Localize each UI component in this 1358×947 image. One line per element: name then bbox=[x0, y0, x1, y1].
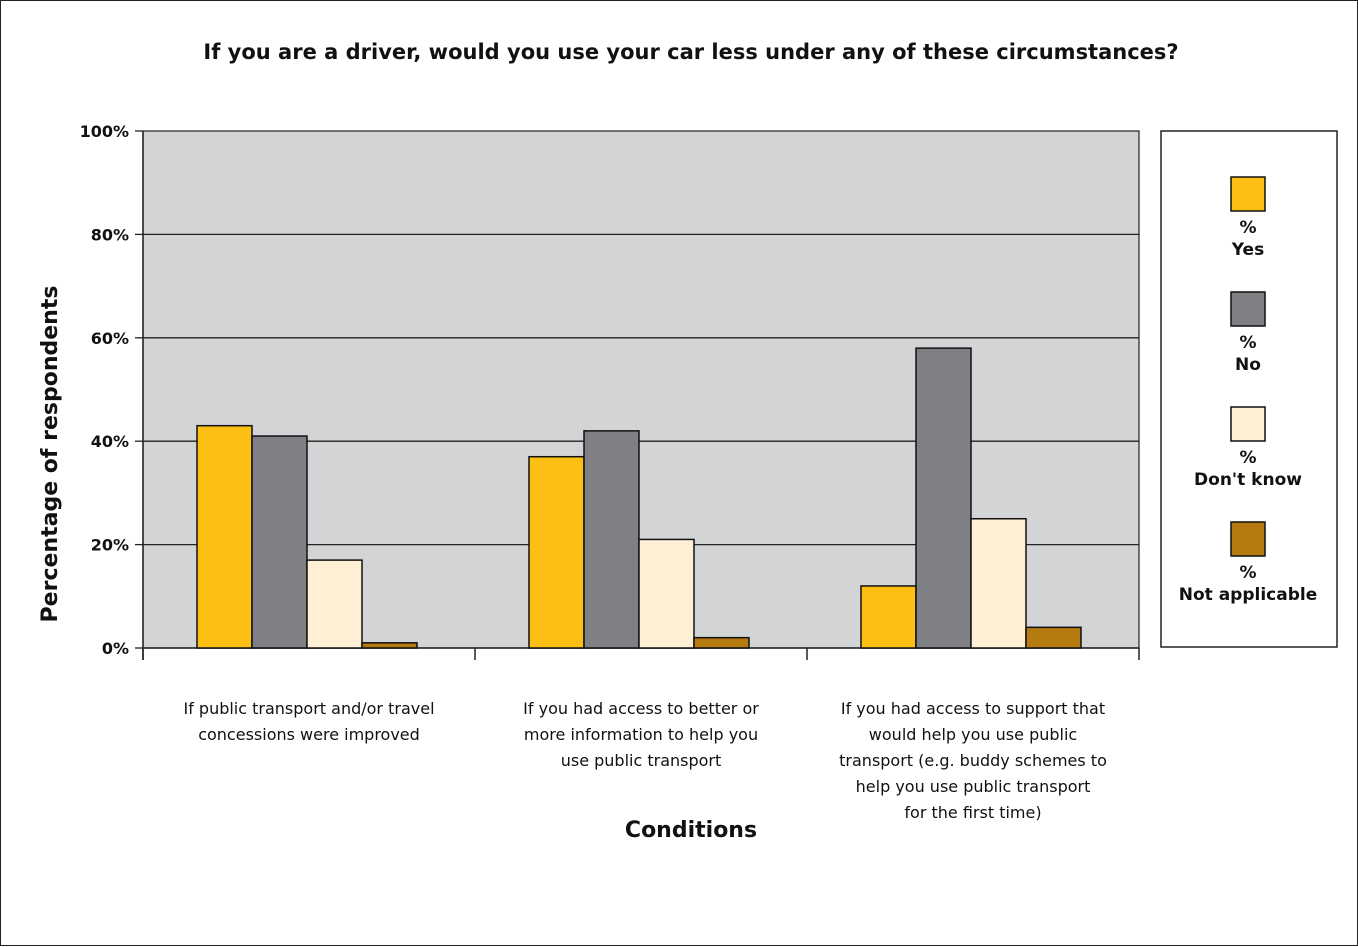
x-category-label: for the first time) bbox=[904, 803, 1041, 822]
legend-swatch bbox=[1230, 406, 1266, 442]
legend-prefix: % bbox=[1239, 563, 1256, 583]
y-tick-label: 40% bbox=[91, 432, 129, 451]
y-tick-label: 60% bbox=[91, 329, 129, 348]
x-category-label: If you had access to better or bbox=[523, 699, 759, 718]
bar bbox=[251, 435, 308, 649]
legend-prefix: % bbox=[1239, 218, 1256, 238]
bar bbox=[860, 585, 917, 649]
legend-label: No bbox=[1235, 355, 1261, 375]
y-tick-label: 100% bbox=[80, 122, 129, 141]
bar bbox=[638, 538, 695, 649]
legend-label: Don't know bbox=[1194, 470, 1302, 490]
x-category-label: more information to help you bbox=[524, 725, 758, 744]
bar bbox=[915, 347, 972, 649]
legend-box bbox=[1160, 130, 1338, 648]
legend-label: Yes bbox=[1231, 240, 1264, 260]
bar bbox=[970, 518, 1027, 649]
x-category-label: If you had access to support that bbox=[841, 699, 1105, 718]
x-category-label: If public transport and/or travel bbox=[183, 699, 434, 718]
x-category-label: use public transport bbox=[561, 751, 722, 770]
bar bbox=[583, 430, 640, 649]
y-tick-label: 20% bbox=[91, 536, 129, 555]
legend-prefix: % bbox=[1239, 333, 1256, 353]
legend: %Yes%No%Don't know%Not applicable bbox=[1160, 130, 1338, 648]
legend-swatch bbox=[1230, 291, 1266, 327]
x-axis-label: Conditions bbox=[625, 818, 757, 843]
chart-title: If you are a driver, would you use your … bbox=[203, 40, 1178, 64]
y-tick-label: 0% bbox=[102, 639, 129, 658]
legend-label: Not applicable bbox=[1179, 585, 1318, 605]
legend-prefix: % bbox=[1239, 448, 1256, 468]
plot-area: 0% 20% 40% 60% 80% 100% If public transport an… bbox=[80, 122, 1140, 822]
bar bbox=[306, 559, 363, 649]
y-axis-label: Percentage of respondents bbox=[38, 286, 63, 623]
legend-swatch bbox=[1230, 176, 1266, 212]
x-category-label: transport (e.g. buddy schemes to bbox=[839, 751, 1107, 770]
legend-swatch bbox=[1230, 521, 1266, 557]
y-tick-label: 80% bbox=[91, 225, 129, 244]
bar bbox=[1025, 626, 1082, 649]
bar bbox=[196, 424, 253, 649]
x-category-label: concessions were improved bbox=[198, 725, 420, 744]
bar bbox=[693, 636, 750, 649]
bar bbox=[361, 642, 418, 649]
x-category-label: help you use public transport bbox=[856, 777, 1091, 796]
x-category-label: would help you use public bbox=[869, 725, 1077, 744]
bar bbox=[528, 455, 585, 649]
